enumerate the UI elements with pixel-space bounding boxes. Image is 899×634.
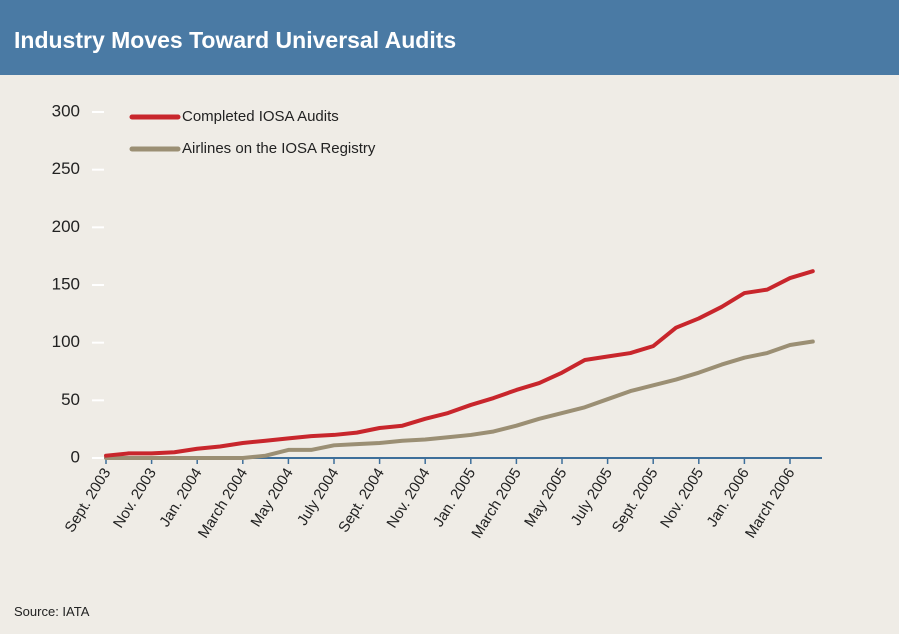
y-tick-label: 100	[52, 332, 80, 351]
chart-title: Industry Moves Toward Universal Audits	[14, 27, 456, 53]
y-tick-label: 200	[52, 217, 80, 236]
title-bar	[0, 0, 899, 75]
y-tick-label: 250	[52, 159, 80, 178]
series-line	[104, 269, 815, 458]
series-line	[104, 339, 815, 460]
y-tick-label: 0	[71, 447, 80, 466]
y-tick-label: 300	[52, 101, 80, 120]
y-tick-label: 150	[52, 274, 80, 293]
legend-label: Airlines on the IOSA Registry	[182, 140, 376, 157]
y-tick-label: 50	[61, 390, 80, 409]
source: Source: IATA	[14, 604, 90, 619]
legend-label: Completed IOSA Audits	[182, 108, 339, 125]
